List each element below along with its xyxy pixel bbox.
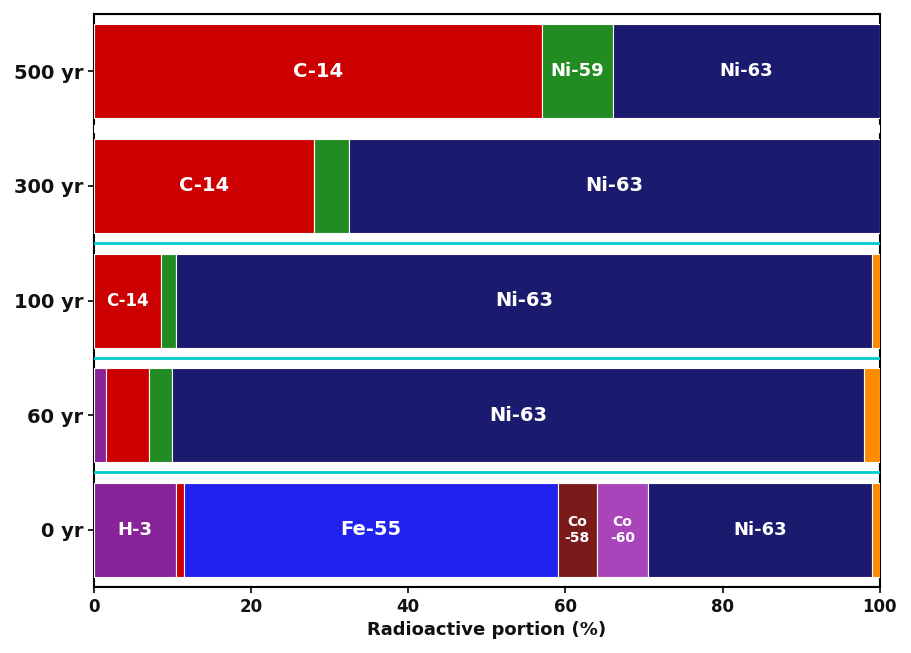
Bar bbox=[314, 139, 349, 233]
Bar bbox=[184, 483, 558, 577]
Bar bbox=[160, 253, 177, 347]
Text: Co
-60: Co -60 bbox=[610, 515, 635, 545]
Text: Ni-63: Ni-63 bbox=[733, 521, 787, 539]
Text: C-14: C-14 bbox=[179, 176, 229, 195]
Text: Ni-63: Ni-63 bbox=[496, 291, 553, 310]
Bar bbox=[177, 253, 872, 347]
Text: Ni-63: Ni-63 bbox=[720, 62, 773, 80]
Bar bbox=[349, 139, 880, 233]
X-axis label: Radioactive portion (%): Radioactive portion (%) bbox=[367, 621, 607, 639]
Bar bbox=[94, 368, 106, 462]
Bar bbox=[648, 483, 872, 577]
Bar bbox=[177, 483, 184, 577]
Bar bbox=[172, 368, 865, 462]
Bar bbox=[94, 24, 542, 118]
Text: Fe-55: Fe-55 bbox=[341, 520, 402, 539]
Bar bbox=[94, 483, 177, 577]
Text: C-14: C-14 bbox=[292, 62, 343, 81]
Text: Co
-58: Co -58 bbox=[565, 515, 589, 545]
Text: Ni-59: Ni-59 bbox=[550, 62, 604, 80]
Bar bbox=[94, 139, 314, 233]
Bar bbox=[542, 24, 612, 118]
Bar bbox=[558, 483, 597, 577]
Bar bbox=[865, 368, 880, 462]
Text: Ni-63: Ni-63 bbox=[586, 176, 643, 195]
Bar bbox=[94, 253, 160, 347]
Bar bbox=[106, 368, 148, 462]
Text: H-3: H-3 bbox=[118, 521, 152, 539]
Text: C-14: C-14 bbox=[106, 291, 148, 310]
Bar bbox=[872, 483, 880, 577]
Bar bbox=[872, 253, 880, 347]
Bar bbox=[597, 483, 648, 577]
Text: Ni-63: Ni-63 bbox=[489, 406, 548, 424]
Bar bbox=[148, 368, 172, 462]
Bar bbox=[612, 24, 880, 118]
